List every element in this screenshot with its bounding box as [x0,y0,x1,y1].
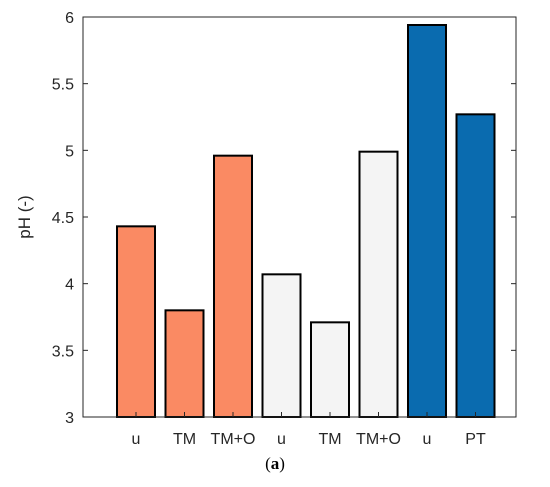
y-tick-label: 5.5 [52,77,74,94]
x-tick-label: u [132,431,141,448]
y-axis-label: pH (-) [15,195,34,238]
y-tick-label: 6 [65,10,74,27]
x-ticks-group: u TM TM+O u TM TM+O u PT [132,412,486,448]
caption-close: ) [279,454,285,473]
x-tick-label: TM+O [356,431,401,448]
bar-6 [358,150,399,419]
bar-7 [407,24,447,418]
x-tick-label: TM [318,431,341,448]
x-tick-label: u [277,431,286,448]
bar-1 [116,225,156,418]
bar-2 [164,309,205,419]
y-tick-label: 4 [65,277,74,294]
figure-caption: (a) [0,454,550,474]
bar-4 [261,273,302,419]
caption-label: a [270,454,280,473]
x-tick-label: TM+O [211,431,256,448]
caption-open: ( [265,454,271,473]
x-tick-label: PT [465,431,486,448]
bar-5 [310,321,350,419]
bar-chart: 3 3.5 4 4.5 5 5.5 6 u TM TM+O u TM TM+O u PT pH (-) [15,10,517,448]
bar-3 [213,154,253,419]
y-tick-label: 5 [65,143,74,160]
bars-group [116,24,496,419]
x-tick-label: TM [173,431,196,448]
y-tick-label: 3.5 [52,343,74,360]
y-tick-label: 3 [65,410,74,427]
y-ticks-group: 3 3.5 4 4.5 5 5.5 6 [52,10,516,427]
bar-8 [455,113,496,418]
y-tick-label: 4.5 [52,210,74,227]
x-tick-label: u [423,431,432,448]
